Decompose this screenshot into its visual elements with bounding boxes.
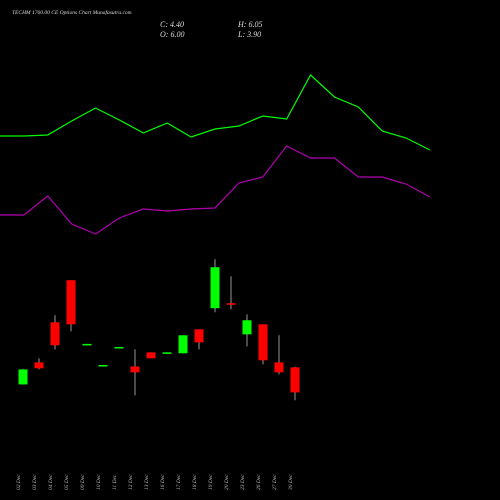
low-label: L: 3.90 (237, 30, 261, 39)
x-tick-label: 13 Dec (144, 474, 150, 490)
candle-body (210, 267, 220, 309)
candle-body (98, 365, 108, 367)
x-tick-label: 12 Dec (128, 474, 134, 490)
candle-body (114, 347, 124, 349)
x-tick-label: 16 Dec (160, 474, 166, 490)
x-tick-label: 26 Dec (256, 474, 262, 490)
x-tick-label: 09 Dec (80, 474, 86, 490)
x-tick-label: 19 Dec (208, 474, 214, 490)
candle-body (34, 362, 44, 369)
x-tick-label: 23 Dec (240, 474, 246, 490)
candle-body (290, 367, 300, 393)
candle-body (50, 322, 60, 346)
candle-body (82, 343, 92, 346)
candle-body (242, 320, 252, 335)
x-tick-label: 05 Dec (64, 474, 70, 490)
x-tick-label: 18 Dec (192, 474, 198, 490)
close-label: C: 4.40 (160, 20, 184, 29)
candle-body (162, 352, 172, 354)
indicator-line (0, 145, 431, 235)
x-tick-label: 17 Dec (176, 474, 182, 490)
candle-body (194, 329, 204, 343)
x-tick-label: 04 Dec (47, 474, 54, 490)
candle-body (130, 366, 140, 373)
x-tick-label: 30 Dec (288, 474, 294, 491)
x-tick-label: 27 Dec (272, 474, 278, 490)
chart-title: TECHM 1760.00 CE Options Chart Munafasut… (12, 9, 132, 16)
candle-body (66, 280, 76, 325)
x-tick-label: 20 Dec (224, 474, 230, 490)
x-tick-label: 02 Dec (16, 474, 22, 490)
open-label: O: 6.00 (160, 30, 184, 39)
candle-body (146, 352, 156, 359)
indicator-line (0, 74, 431, 151)
candle-body (18, 369, 28, 385)
x-tick-label: 10 Dec (96, 474, 102, 490)
candle-body (226, 303, 236, 305)
candle-body (258, 324, 268, 361)
candle-body (178, 335, 188, 354)
x-tick-label: 03 Dec (32, 474, 38, 490)
high-label: H: 6.05 (237, 20, 262, 29)
candle-body (274, 362, 284, 373)
x-tick-label: 11 Dec (112, 474, 118, 490)
